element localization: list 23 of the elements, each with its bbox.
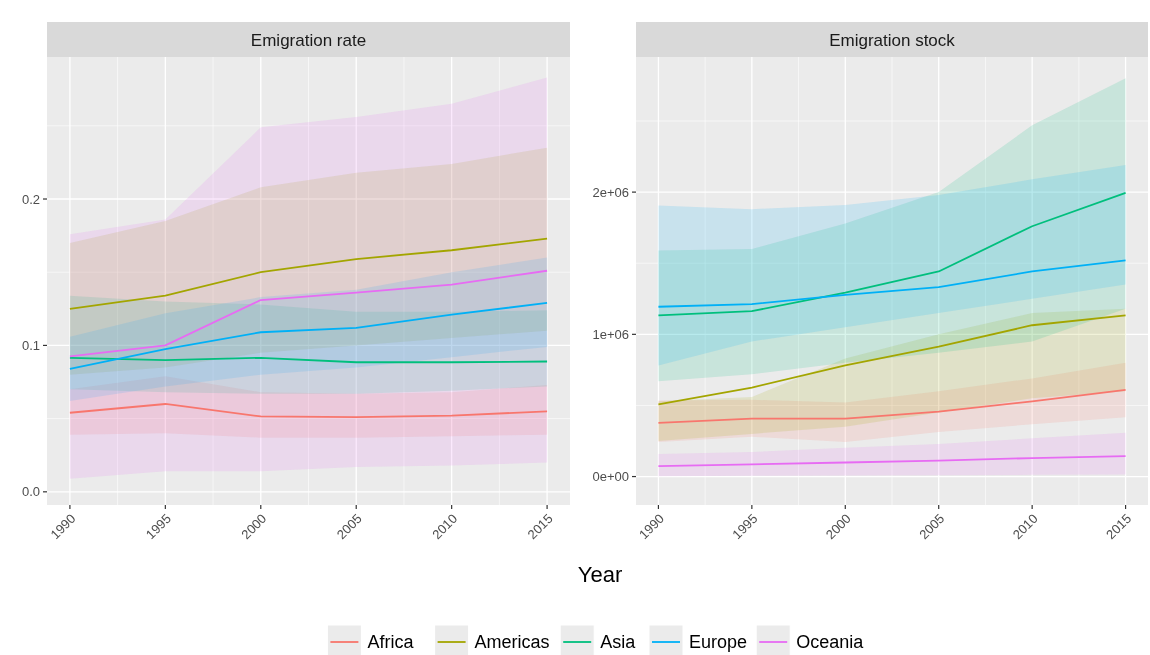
line-series	[69, 302, 548, 370]
y-tick-label: 0e+00	[592, 469, 629, 485]
y-tick-label: 1e+06	[592, 326, 629, 342]
y-tick-label: 0.2	[21, 191, 40, 207]
line-series	[657, 455, 1127, 468]
line-series	[69, 269, 548, 358]
legend-label: Asia	[600, 632, 637, 653]
y-tick-label: 0.1	[21, 337, 40, 353]
chart-title: Emigration stock	[829, 31, 956, 50]
line-series	[69, 237, 548, 310]
legend-label: Europe	[689, 632, 748, 653]
line-series	[69, 403, 548, 419]
line-series	[657, 388, 1127, 424]
line-series	[657, 314, 1127, 406]
line-series	[657, 191, 1127, 317]
y-tick-label: 0.0	[21, 484, 40, 500]
legend-label: Americas	[474, 632, 550, 653]
legend-label: Africa	[367, 632, 415, 653]
line-series	[657, 259, 1127, 308]
x-axis-title: Year	[577, 562, 623, 587]
y-tick-label: 2e+06	[592, 184, 629, 200]
chart-title: Emigration rate	[250, 31, 367, 50]
legend-label: Oceania	[796, 632, 865, 653]
